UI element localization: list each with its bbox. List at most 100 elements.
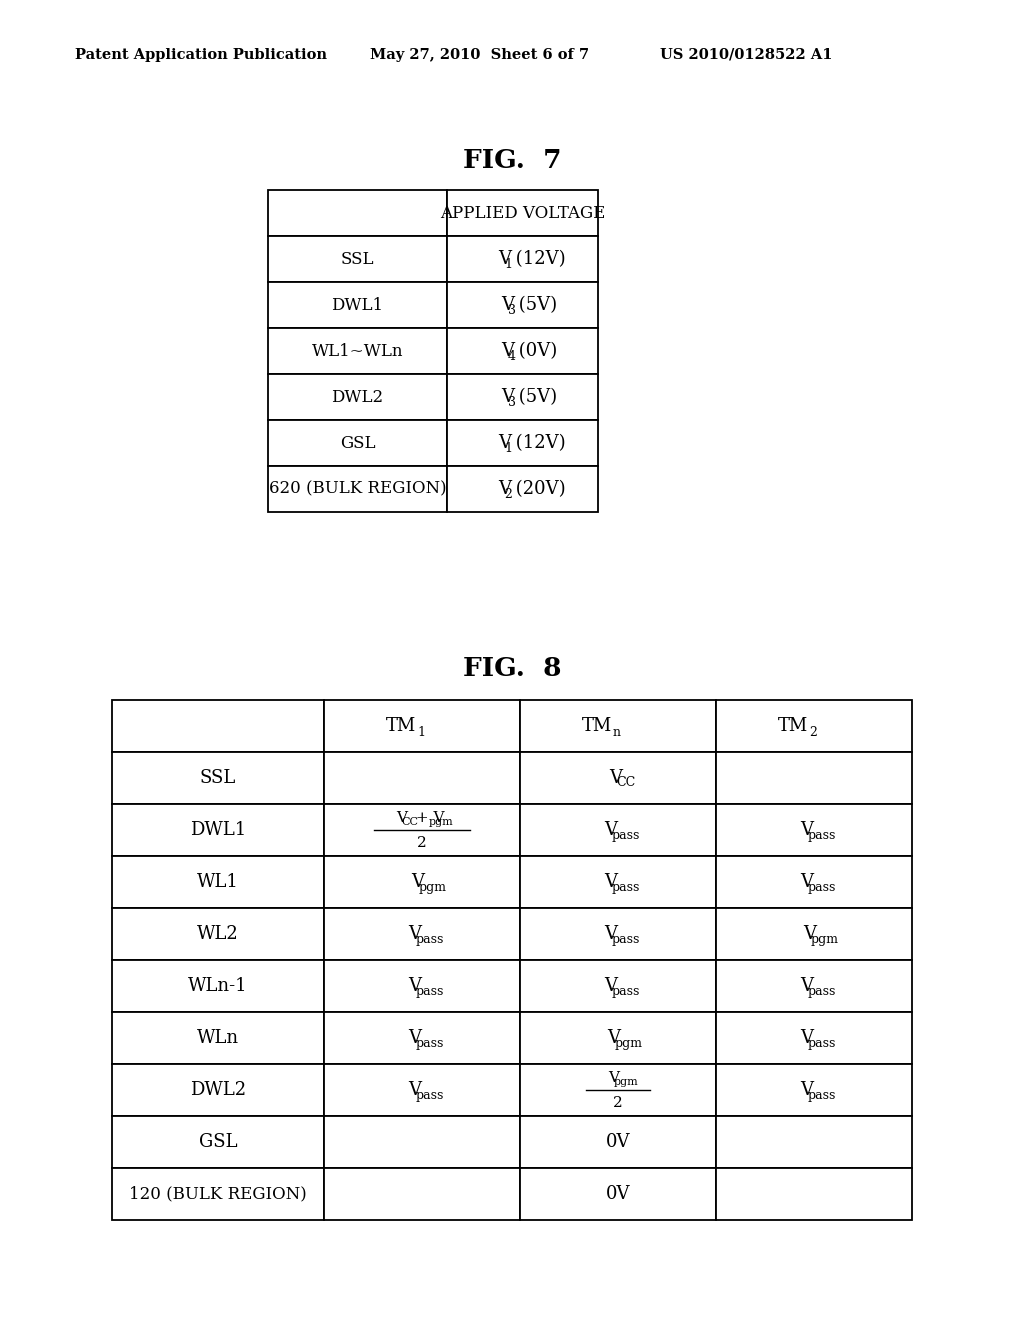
- Text: WLn: WLn: [197, 1030, 239, 1047]
- Text: pass: pass: [416, 1089, 444, 1101]
- Text: V: V: [498, 249, 511, 268]
- Text: pass: pass: [416, 985, 444, 998]
- Bar: [112, 752, 324, 804]
- Text: pass: pass: [611, 880, 640, 894]
- Bar: [716, 855, 912, 908]
- Text: V: V: [501, 342, 514, 360]
- Text: CC: CC: [401, 817, 419, 828]
- Text: pass: pass: [808, 829, 836, 842]
- Text: 3: 3: [508, 396, 516, 408]
- Text: APPLIED VOLTAGE: APPLIED VOLTAGE: [440, 205, 605, 222]
- Bar: [324, 1115, 520, 1168]
- Bar: [112, 1168, 324, 1220]
- Bar: [112, 1064, 324, 1115]
- Bar: [716, 1012, 912, 1064]
- Text: TM: TM: [582, 717, 612, 735]
- Bar: [447, 282, 598, 327]
- Text: V: V: [604, 925, 617, 942]
- Text: V: V: [607, 1030, 620, 1047]
- Bar: [112, 804, 324, 855]
- Text: WL1: WL1: [197, 873, 239, 891]
- Text: pgm: pgm: [418, 880, 446, 894]
- Text: V: V: [498, 434, 511, 451]
- Text: 120 (BULK REGION): 120 (BULK REGION): [129, 1185, 307, 1203]
- Text: (5V): (5V): [513, 388, 557, 407]
- Text: (5V): (5V): [513, 296, 557, 314]
- Bar: [324, 804, 520, 855]
- Text: 620 (BULK REGION): 620 (BULK REGION): [268, 480, 446, 498]
- Bar: [716, 1168, 912, 1220]
- Text: GSL: GSL: [199, 1133, 238, 1151]
- Text: pass: pass: [808, 1036, 836, 1049]
- Bar: [112, 1012, 324, 1064]
- Text: V: V: [604, 873, 617, 891]
- Bar: [324, 960, 520, 1012]
- Bar: [716, 1064, 912, 1115]
- Bar: [520, 752, 716, 804]
- Text: TM: TM: [386, 717, 416, 735]
- Text: 2: 2: [417, 836, 427, 850]
- Text: pass: pass: [808, 880, 836, 894]
- Bar: [268, 236, 447, 282]
- Text: 4: 4: [508, 350, 516, 363]
- Bar: [520, 1168, 716, 1220]
- Text: pgm: pgm: [614, 1077, 639, 1086]
- Text: V: V: [501, 388, 514, 407]
- Text: V: V: [498, 480, 511, 498]
- Text: FIG.  8: FIG. 8: [463, 656, 561, 681]
- Text: V: V: [609, 770, 623, 787]
- Text: V: V: [801, 821, 813, 840]
- Text: pgm: pgm: [810, 932, 839, 945]
- Text: pass: pass: [611, 829, 640, 842]
- Bar: [716, 700, 912, 752]
- Bar: [268, 466, 447, 512]
- Bar: [447, 420, 598, 466]
- Bar: [112, 1115, 324, 1168]
- Text: pass: pass: [808, 985, 836, 998]
- Text: V: V: [801, 1081, 813, 1100]
- Bar: [324, 1168, 520, 1220]
- Text: 2: 2: [505, 487, 513, 500]
- Text: GSL: GSL: [340, 434, 375, 451]
- Bar: [324, 855, 520, 908]
- Bar: [324, 1064, 520, 1115]
- Bar: [716, 804, 912, 855]
- Text: 0V: 0V: [606, 1185, 630, 1203]
- Text: 1: 1: [505, 441, 513, 454]
- Bar: [112, 855, 324, 908]
- Text: pass: pass: [416, 932, 444, 945]
- Text: V: V: [801, 977, 813, 995]
- Text: V: V: [409, 977, 422, 995]
- Bar: [324, 752, 520, 804]
- Bar: [520, 855, 716, 908]
- Text: V: V: [604, 977, 617, 995]
- Text: FIG.  7: FIG. 7: [463, 148, 561, 173]
- Bar: [520, 1115, 716, 1168]
- Text: V: V: [501, 296, 514, 314]
- Text: V: V: [409, 1081, 422, 1100]
- Text: pgm: pgm: [614, 1036, 642, 1049]
- Text: pass: pass: [611, 985, 640, 998]
- Text: (12V): (12V): [510, 249, 565, 268]
- Bar: [447, 327, 598, 374]
- Bar: [324, 700, 520, 752]
- Bar: [520, 960, 716, 1012]
- Text: V: V: [396, 810, 408, 825]
- Text: 3: 3: [508, 304, 516, 317]
- Text: pgm: pgm: [428, 817, 453, 828]
- Text: 2: 2: [809, 726, 817, 738]
- Text: V: V: [604, 821, 617, 840]
- Text: pass: pass: [611, 932, 640, 945]
- Bar: [112, 908, 324, 960]
- Text: V: V: [608, 1071, 620, 1085]
- Text: + V: + V: [411, 810, 444, 825]
- Text: 1: 1: [505, 257, 513, 271]
- Bar: [716, 1115, 912, 1168]
- Text: (12V): (12V): [510, 434, 565, 451]
- Bar: [520, 1064, 716, 1115]
- Bar: [520, 804, 716, 855]
- Text: WLn-1: WLn-1: [188, 977, 248, 995]
- Text: 2: 2: [613, 1096, 623, 1110]
- Text: Patent Application Publication: Patent Application Publication: [75, 48, 327, 62]
- Text: DWL1: DWL1: [332, 297, 384, 314]
